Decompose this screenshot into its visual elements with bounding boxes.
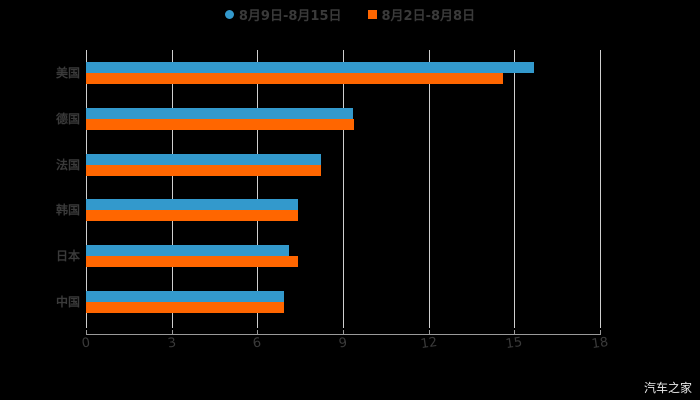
circle-marker-icon (224, 9, 234, 19)
category-label: 中国 (55, 295, 80, 309)
axis-tick (343, 330, 344, 335)
bar-series-1[interactable] (86, 153, 321, 165)
gridline (514, 50, 516, 328)
bar-series-1[interactable] (86, 62, 535, 73)
category-label: 日本 (55, 249, 80, 264)
bar-series-2[interactable] (86, 210, 298, 222)
bar-series-1[interactable] (86, 245, 290, 257)
legend-label: 8月9日-8月15日 (238, 8, 342, 24)
x-tick-label: 12 (419, 334, 438, 353)
category-label: 德国 (55, 111, 80, 126)
bar-series-2[interactable] (86, 302, 284, 313)
legend-item-series-1[interactable]: 8月9日-8月15日 (224, 4, 342, 24)
bar-series-1[interactable] (86, 107, 353, 119)
bar-series-2[interactable] (86, 256, 298, 268)
gridline (257, 50, 259, 328)
gridline (428, 50, 430, 328)
chart-legend: 8月9日-8月15日 8月2日-8月8日 (0, 4, 700, 24)
axis-tick (514, 330, 516, 335)
x-tick-label: 6 (252, 335, 263, 352)
x-tick-label: 9 (337, 335, 349, 352)
bar-series-2[interactable] (86, 164, 321, 176)
x-tick-label: 0 (80, 335, 92, 352)
bar-series-1[interactable] (86, 291, 284, 302)
gridline (343, 50, 344, 328)
x-axis (86, 334, 600, 335)
x-tick-label: 15 (505, 334, 524, 353)
x-tick-label: 18 (590, 334, 610, 353)
gridline (171, 50, 173, 328)
legend-item-series-2[interactable]: 8月2日-8月8日 (367, 4, 476, 24)
bar-series-2[interactable] (86, 118, 354, 130)
gridline (600, 50, 601, 328)
axis-tick (428, 330, 430, 335)
category-label: 法国 (55, 157, 80, 172)
category-label: 韩国 (55, 203, 80, 218)
square-marker-icon (367, 9, 377, 19)
category-label: 美国 (55, 66, 80, 80)
legend-label: 8月2日-8月8日 (381, 8, 476, 24)
bar-series-2[interactable] (86, 73, 503, 84)
watermark: 汽车之家 (643, 381, 692, 395)
axis-tick (86, 330, 87, 335)
gridline (86, 50, 87, 328)
axis-tick (257, 330, 259, 335)
x-tick-label: 3 (166, 335, 177, 352)
axis-tick (600, 330, 601, 335)
bar-series-1[interactable] (86, 199, 298, 211)
axis-tick (171, 330, 173, 335)
